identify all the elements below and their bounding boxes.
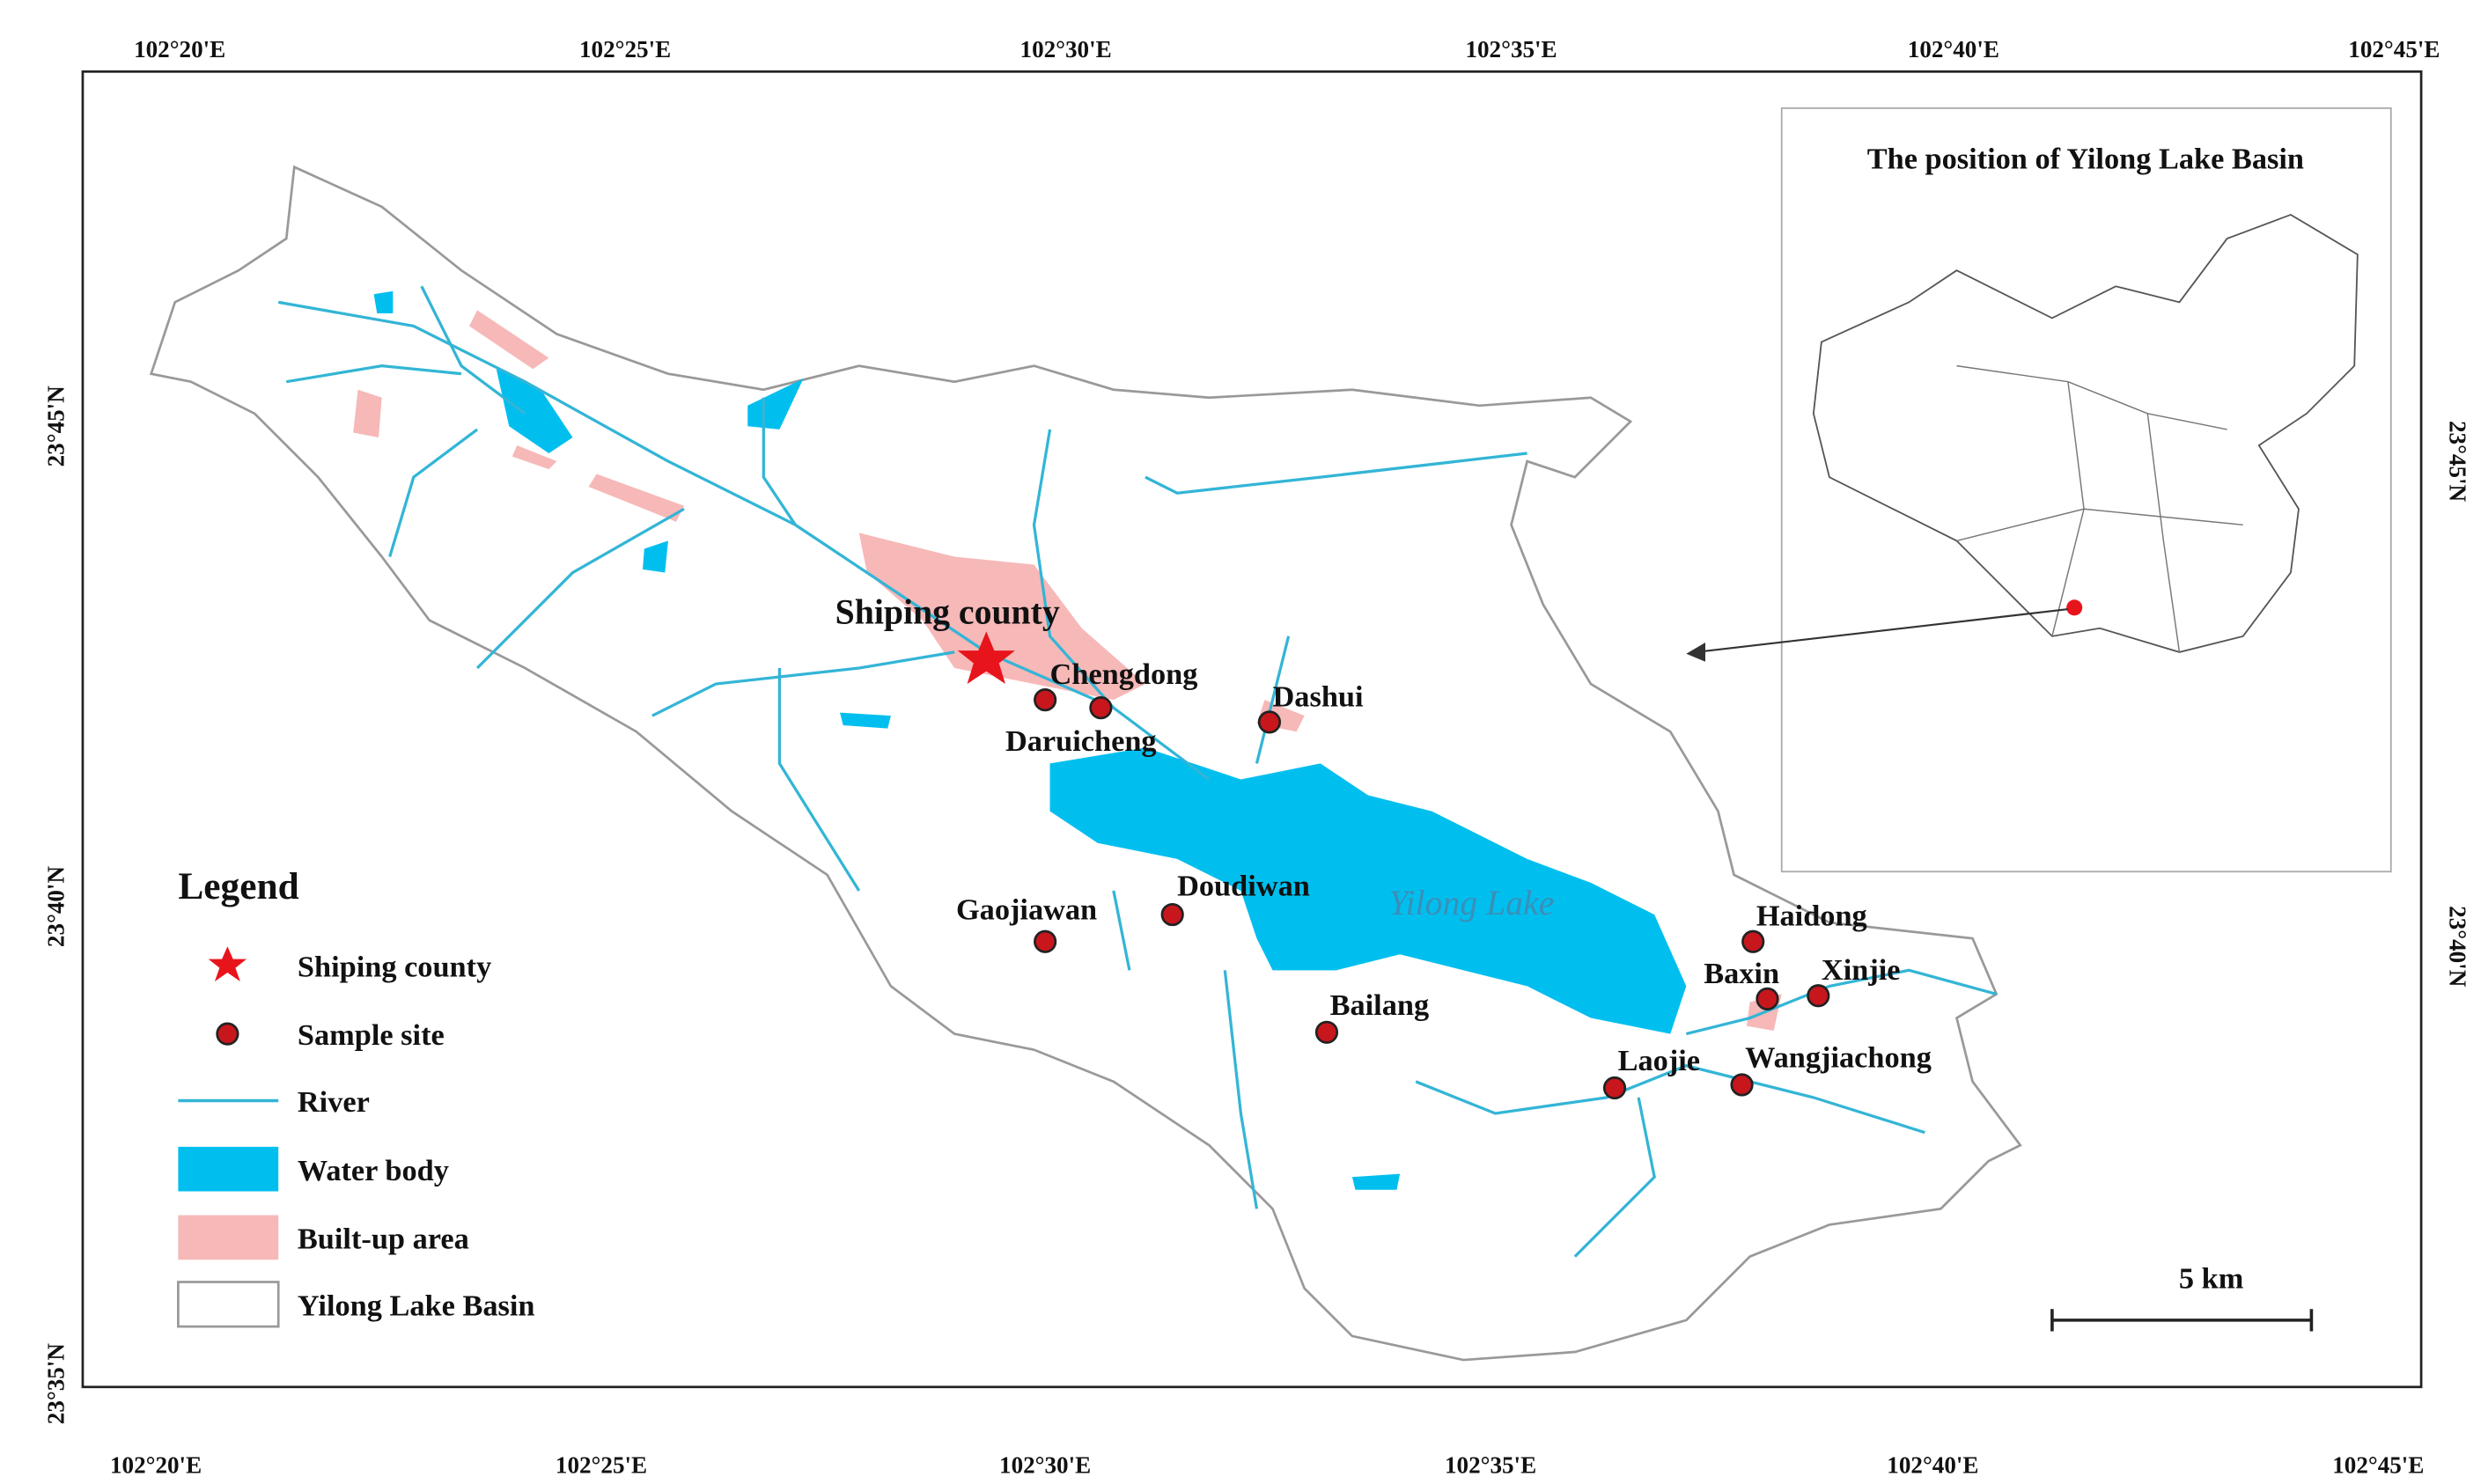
sample-site [1160,902,1184,927]
legend-label: Water body [298,1154,449,1187]
china-provinces [1956,364,2243,653]
legend-label: Yilong Lake Basin [298,1289,535,1322]
lon-label: 102°45'E [2348,36,2440,62]
lon-label: 102°30'E [1020,36,1112,62]
sample-site [1730,1073,1754,1097]
site-label: Haidong [1756,900,1867,933]
basin-locator [2066,599,2083,616]
china-outline [1812,213,2359,653]
lon-label: 102°45'E [2332,1451,2424,1478]
county-star [957,631,1015,685]
sample-site [1602,1076,1627,1100]
site-label: Daruicheng [1005,724,1157,758]
yilong-lake [1049,747,1687,1034]
lon-label: 102°40'E [1887,1451,1978,1478]
site-label: Dashui [1273,680,1364,713]
ponds [373,290,1401,1190]
lon-label: 102°40'E [1908,36,1999,62]
arrow-head [1686,643,1706,662]
legend-water [178,1146,279,1192]
lon-label: 102°30'E [999,1451,1091,1478]
inset-frame [1780,107,2392,873]
scale-label: 5 km [2179,1262,2244,1296]
sample-site [1756,987,1779,1010]
sample-site [1741,929,1765,953]
lon-label: 102°35'E [1465,36,1557,62]
locator-arrow [1696,608,2069,653]
legend-label: Shiping county [298,951,491,984]
sample-site [1314,1020,1339,1044]
lon-label: 102°20'E [134,36,225,62]
legend-star [208,946,247,981]
legend-site [216,1022,239,1046]
site-label: Chengdong [1050,658,1198,691]
legend-label: Built-up area [298,1223,469,1256]
lake-label: Yilong Lake [1388,884,1554,922]
sample-site [1807,984,1830,1008]
lon-label: 102°25'E [579,36,671,62]
site-label: Wangjiachong [1745,1041,1932,1075]
site-label: Gaojiawan [956,893,1097,926]
lon-label: 102°35'E [1445,1451,1536,1478]
site-label: Laojie [1618,1044,1700,1077]
site-label: Bailang [1330,988,1430,1022]
site-label: Xinjie [1822,953,1901,987]
legend-basin [177,1281,280,1328]
sample-site [1034,929,1057,953]
site-label: Doudiwan [1177,869,1310,902]
sample-site [1089,696,1113,720]
legend-label: Sample site [298,1018,445,1052]
lon-label: 102°25'E [556,1451,647,1478]
sample-site [1034,688,1057,712]
inset-title: The position of Yilong Lake Basin [1867,143,2304,176]
lat-label: 23°35'N [42,1343,69,1425]
rivers [277,285,1998,1258]
lat-label: 23°40'N [42,866,69,948]
lat-label: 23°40'N [2445,906,2471,988]
county-label: Shiping county [835,592,1060,631]
legend-label: River [298,1085,370,1119]
lon-label: 102°20'E [110,1451,202,1478]
legend-title: Legend [178,865,298,907]
legend-built [178,1215,279,1260]
lat-label: 23°45'N [2445,421,2471,503]
site-label: Baxin [1704,957,1779,990]
lat-label: 23°45'N [42,386,69,467]
sample-site [1257,710,1282,734]
